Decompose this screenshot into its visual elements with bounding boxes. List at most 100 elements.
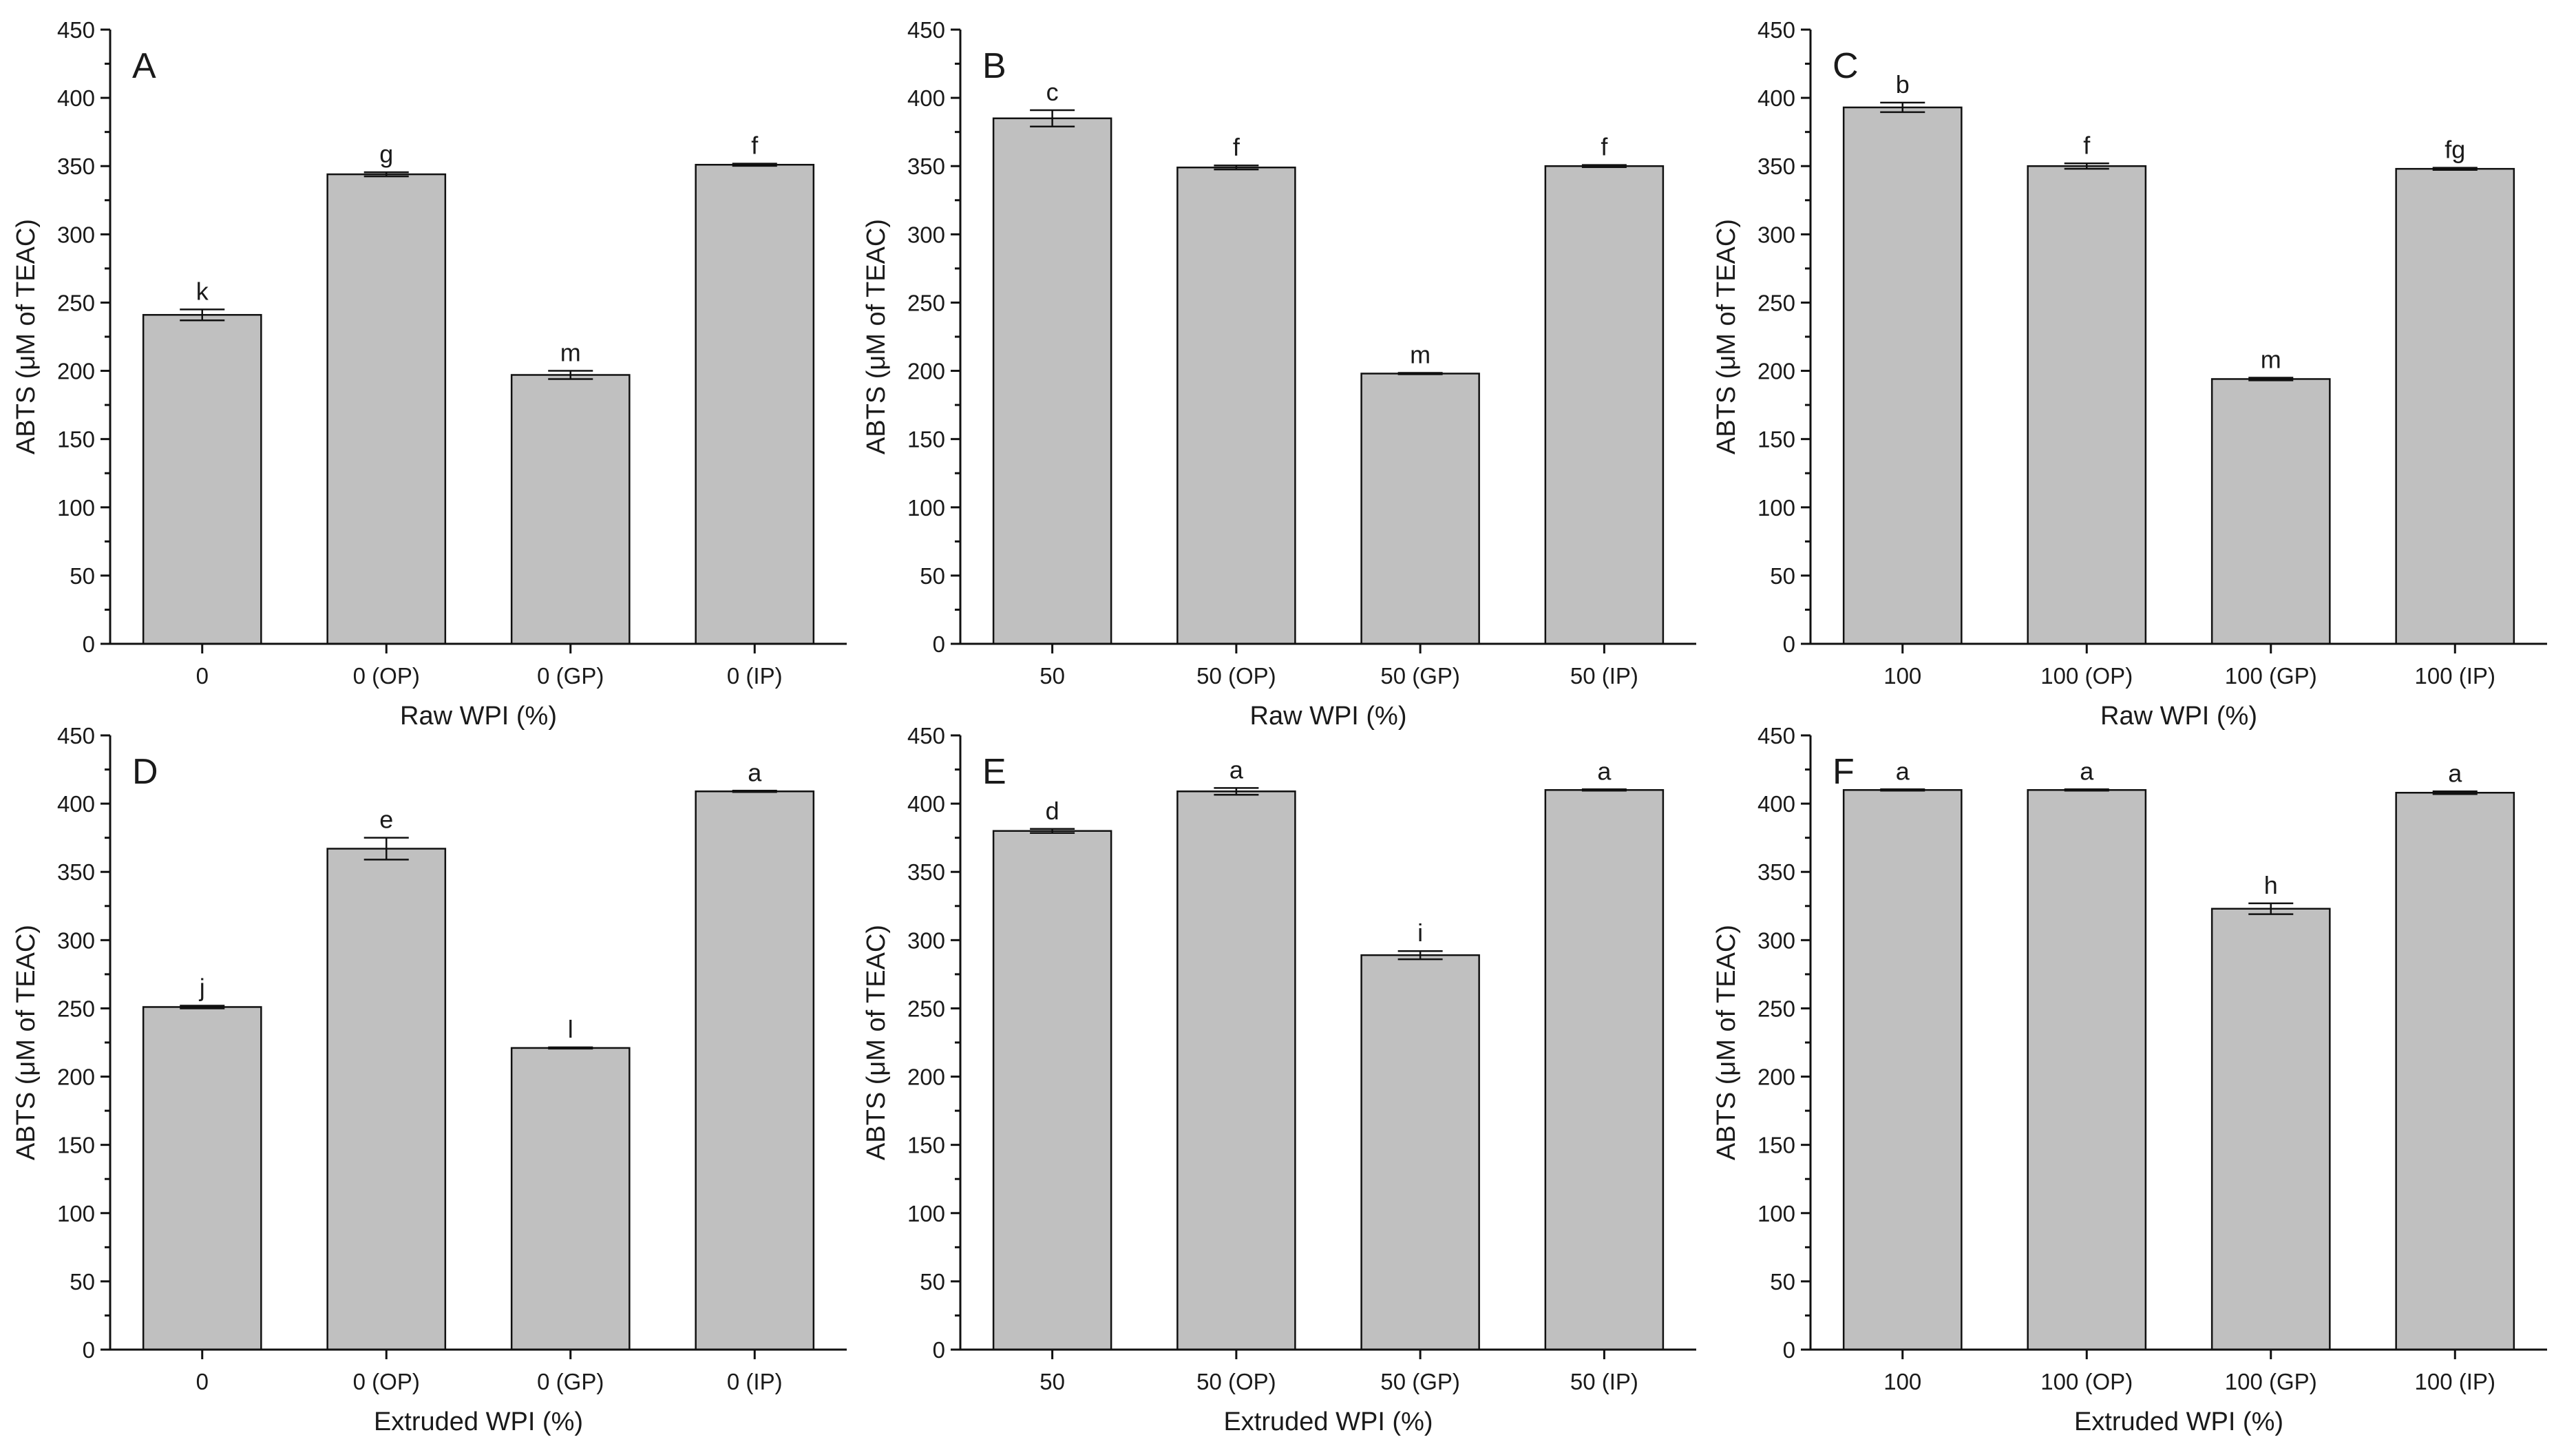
bar: [1176, 166, 1296, 645]
bar: [1544, 165, 1665, 645]
x-tick-label: 100 (OP): [2040, 663, 2133, 689]
x-tick-label: 100: [1883, 1369, 1921, 1394]
error-bar: [2064, 163, 2109, 170]
x-axis-title: Raw WPI (%): [400, 702, 557, 731]
x-tick-label: 100 (GP): [2225, 663, 2317, 689]
y-tick-label: 300: [57, 222, 95, 247]
bar: [2027, 789, 2147, 1351]
significance-letter: a: [1896, 757, 1910, 785]
significance-letter: fg: [2445, 136, 2465, 164]
error-bar: [1880, 788, 1925, 792]
x-tick-label: 100 (OP): [2040, 1369, 2133, 1394]
y-tick-label: 300: [1757, 222, 1795, 247]
bar: [695, 790, 815, 1351]
y-tick-label: 0: [1783, 631, 1795, 657]
panel-letter: B: [982, 46, 1006, 86]
y-tick-label: 350: [1757, 859, 1795, 885]
error-bar: [1214, 787, 1259, 796]
x-axis-title: Extruded WPI (%): [2074, 1407, 2283, 1436]
error-bar: [732, 163, 777, 167]
x-tick-label: 0: [196, 663, 209, 689]
y-tick-label: 250: [57, 996, 95, 1021]
significance-letter: h: [2264, 871, 2278, 899]
y-tick-label: 50: [70, 563, 95, 589]
y-tick-label: 350: [57, 859, 95, 885]
x-tick-label: 0 (OP): [353, 1369, 420, 1394]
y-tick-label: 250: [907, 290, 945, 315]
y-tick-label: 300: [907, 928, 945, 953]
y-tick-label: 250: [1757, 290, 1795, 315]
error-bar: [1214, 164, 1259, 171]
x-tick-label: 100 (IP): [2415, 1369, 2495, 1394]
panel-e: d 50 a 50 (OP) i 50 (GP) a 50 (IP) 0 50 100 150 200 2…: [862, 723, 1696, 1436]
bar: [510, 374, 631, 645]
bar: [1176, 790, 1296, 1351]
x-tick-label: 50 (OP): [1196, 663, 1276, 689]
bar: [992, 117, 1112, 645]
significance-letter: i: [1417, 919, 1423, 947]
x-tick-label: 50 (IP): [1570, 1369, 1638, 1394]
bar: [326, 848, 447, 1351]
x-tick-label: 50 (IP): [1570, 663, 1638, 689]
y-axis-title: ABTS (μM of TEAC): [1712, 925, 1741, 1160]
y-tick-label: 450: [57, 723, 95, 748]
y-tick-label: 300: [1757, 928, 1795, 953]
y-axis-title: ABTS (μM of TEAC): [1712, 219, 1741, 454]
error-bar: [732, 790, 777, 793]
x-tick-label: 0 (GP): [537, 1369, 604, 1394]
y-tick-label: 400: [1757, 85, 1795, 111]
y-tick-label: 200: [1757, 1065, 1795, 1090]
significance-letter: b: [1896, 70, 1910, 98]
error-bar: [363, 171, 409, 178]
x-tick-label: 100 (IP): [2415, 663, 2495, 689]
significance-letter: d: [1046, 797, 1059, 825]
bar: [510, 1047, 631, 1351]
y-tick-label: 0: [83, 1337, 95, 1363]
significance-letter: a: [1229, 755, 1244, 784]
x-tick-label: 0 (IP): [727, 663, 783, 689]
y-tick-label: 250: [907, 996, 945, 1021]
x-axis-title: Extruded WPI (%): [1223, 1407, 1433, 1436]
y-tick-label: 150: [57, 1133, 95, 1158]
bar: [695, 163, 815, 645]
y-tick-label: 350: [57, 154, 95, 179]
y-tick-label: 0: [1783, 1337, 1795, 1363]
y-tick-label: 200: [57, 1065, 95, 1090]
y-axis-title: ABTS (μM of TEAC): [12, 925, 41, 1160]
significance-letter: m: [2261, 345, 2281, 373]
error-bar: [1030, 109, 1075, 127]
bar: [1360, 373, 1480, 645]
y-tick-label: 50: [920, 1269, 945, 1295]
y-tick-label: 450: [907, 723, 945, 748]
y-tick-label: 0: [933, 631, 945, 657]
error-bar: [2064, 788, 2109, 792]
bar: [1842, 789, 1963, 1351]
y-tick-label: 50: [1770, 563, 1795, 589]
x-axis-title: Raw WPI (%): [1250, 702, 1407, 731]
panel-letter: F: [1833, 752, 1855, 792]
x-tick-label: 0 (OP): [353, 663, 420, 689]
x-tick-label: 100 (GP): [2225, 1369, 2317, 1394]
error-bar: [548, 1046, 593, 1050]
y-tick-label: 400: [57, 85, 95, 111]
y-tick-label: 150: [57, 427, 95, 452]
y-tick-label: 400: [907, 791, 945, 817]
x-axis-title: Raw WPI (%): [2100, 702, 2257, 731]
y-tick-label: 100: [57, 495, 95, 521]
y-tick-label: 200: [907, 359, 945, 384]
significance-letter: g: [379, 140, 393, 168]
x-tick-label: 50 (GP): [1380, 663, 1460, 689]
significance-letter: c: [1046, 78, 1059, 106]
y-tick-label: 150: [1757, 1133, 1795, 1158]
y-tick-label: 100: [907, 1201, 945, 1226]
significance-letter: a: [2448, 759, 2462, 787]
y-tick-label: 400: [1757, 791, 1795, 817]
y-tick-label: 350: [907, 154, 945, 179]
y-axis-title: ABTS (μM of TEAC): [862, 219, 891, 454]
error-bar: [1581, 788, 1627, 792]
significance-letter: f: [1601, 133, 1608, 161]
bar: [2210, 908, 2331, 1351]
y-tick-label: 450: [1757, 723, 1795, 748]
bar: [142, 1006, 262, 1351]
x-tick-label: 0: [196, 1369, 209, 1394]
